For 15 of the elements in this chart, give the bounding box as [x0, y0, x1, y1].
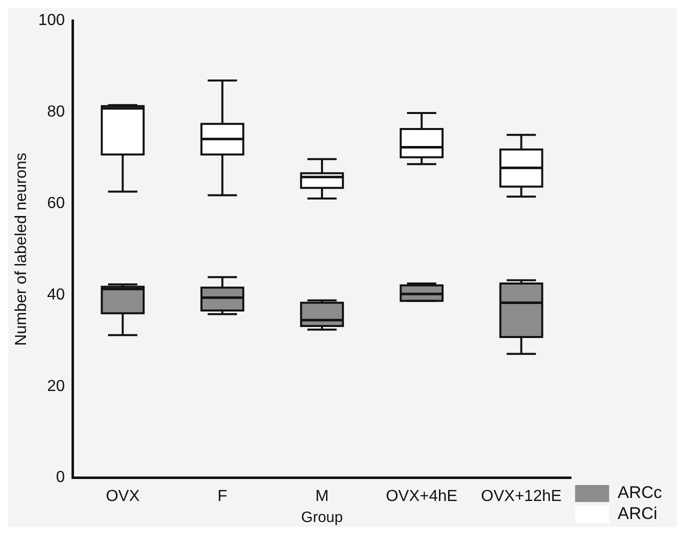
legend-label: ARCc — [618, 483, 662, 502]
x-tick-label: OVX+4hE — [386, 488, 458, 505]
y-tick-label: 0 — [56, 469, 65, 486]
x-axis-title: Group — [301, 509, 343, 526]
y-tick-label: 60 — [47, 194, 65, 212]
x-tick-label: F — [217, 488, 228, 505]
y-tick-label: 80 — [47, 103, 65, 120]
x-tick-label: OVX+12hE — [481, 488, 562, 505]
y-tick-label: 100 — [38, 12, 65, 30]
y-axis-title: Number of labeled neurons — [13, 152, 30, 346]
x-tick-label: OVX — [106, 488, 140, 505]
y-tick-label: 20 — [47, 378, 65, 395]
x-tick-label: M — [315, 488, 329, 505]
y-tick-label: 40 — [47, 286, 65, 304]
legend-label: ARCi — [618, 504, 658, 524]
